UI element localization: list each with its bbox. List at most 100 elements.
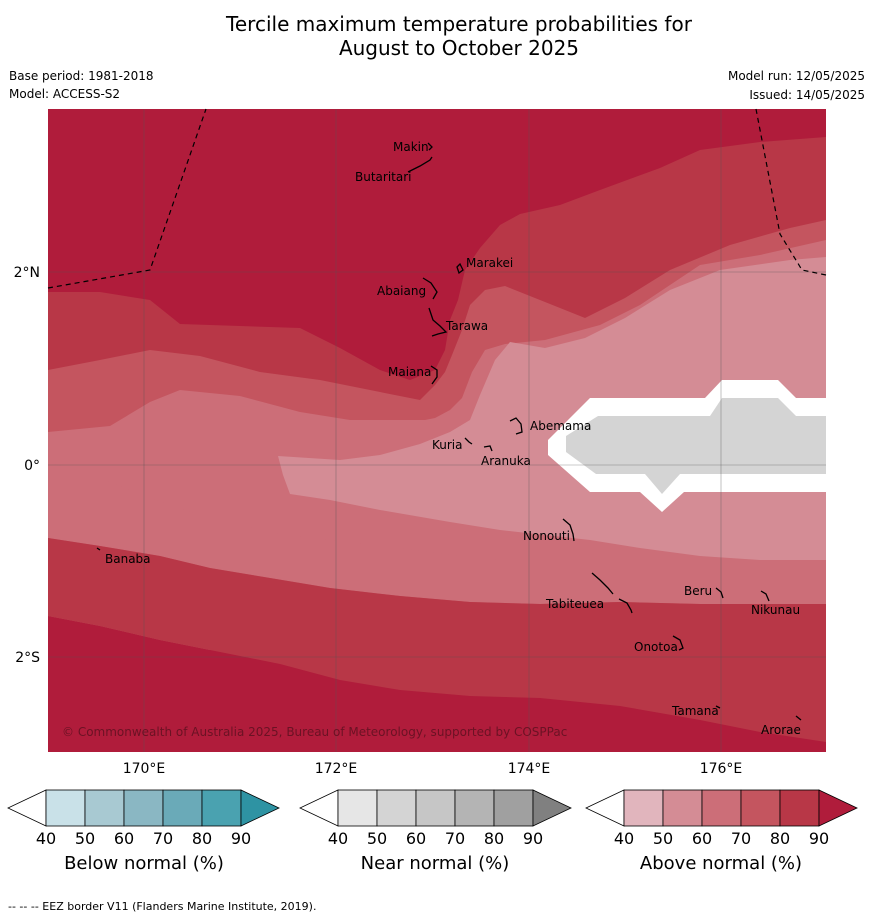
lon-label: 176°E: [700, 761, 743, 777]
colorbar-extend-low: [585, 789, 625, 827]
colorbar-segment: [123, 789, 164, 827]
island-nikunau: [760, 590, 770, 602]
colorbar-extend-low: [299, 789, 339, 827]
lower-band-above-80-real: [48, 616, 826, 752]
eez-footnote: -- -- -- EEZ border V11 (Flanders Marine…: [8, 900, 317, 913]
colorbar-0: 40 50 60 70 80 90: [7, 789, 280, 848]
forecast-map: Makin Butaritari Marakei Abaiang Tarawa Maian…: [7, 108, 858, 848]
colorbar-extend-high: [818, 789, 858, 827]
lat-label: 2°N: [14, 265, 40, 281]
island-label-marakei: Marakei: [466, 256, 513, 270]
title: Tercile maximum temperature probabilitie…: [0, 12, 873, 60]
colorbar-extend-high: [240, 789, 280, 827]
colorbar-tick: 40: [614, 829, 634, 848]
island-outlines: [96, 142, 802, 721]
lon-label: 174°E: [508, 761, 551, 777]
island-abemama: [509, 417, 523, 435]
colorbar-segment: [779, 789, 820, 827]
model-name: Model: ACCESS-S2: [9, 87, 121, 101]
island-kuria: [464, 437, 473, 445]
colorbar-segment: [493, 789, 534, 827]
island-tabiteuea-south: [618, 598, 633, 614]
lon-label: 170°E: [123, 761, 166, 777]
island-label-onotoa: Onotoa: [634, 640, 678, 654]
lat-label: 2°S: [15, 650, 40, 666]
island-label-aranuka: Aranuka: [481, 454, 531, 468]
colorbar-tick: 70: [445, 829, 465, 848]
colorbar-tick: 50: [367, 829, 387, 848]
island-label-beru: Beru: [684, 584, 712, 598]
island-label-arorae: Arorae: [761, 723, 801, 737]
colorbar-tick: 70: [731, 829, 751, 848]
colorbar-1: 40 50 60 70 80 90: [299, 789, 572, 848]
lat-label: 0°: [24, 458, 40, 474]
title-line-2: August to October 2025: [338, 36, 580, 60]
island-tamana: [715, 705, 721, 709]
island-label-butaritari: Butaritari: [355, 170, 412, 184]
colorbar-extend-low: [7, 789, 47, 827]
island-makin: [427, 142, 433, 151]
zone-near-50: [566, 398, 826, 494]
lat-labels: 2°N 0° 2°S: [14, 265, 41, 666]
island-label-abemama: Abemama: [530, 419, 591, 433]
colorbar-tick: 50: [653, 829, 673, 848]
colorbar-segment: [454, 789, 495, 827]
island-tarawa: [428, 307, 448, 337]
colorbar-segment: [162, 789, 203, 827]
colorbar-label-above: Above normal (%): [639, 853, 803, 874]
colorbar-extend-high: [532, 789, 572, 827]
island-label-maiana: Maiana: [388, 365, 431, 379]
island-nonouti: [562, 518, 575, 542]
colorbar-segment: [701, 789, 742, 827]
lon-label: 172°E: [315, 761, 358, 777]
island-tabiteuea-north: [591, 572, 614, 595]
colorbar-segment: [662, 789, 703, 827]
colorbar-segment: [623, 789, 664, 827]
island-label-makin: Makin: [393, 140, 429, 154]
colorbar-tick: 40: [328, 829, 348, 848]
colorbar-tick: 80: [770, 829, 790, 848]
colorbar-tick: 60: [114, 829, 134, 848]
island-beru: [715, 587, 724, 599]
island-onotoa: [672, 635, 684, 651]
probability-field: [48, 109, 826, 752]
island-label-nonouti: Nonouti: [523, 529, 570, 543]
issued-date: Issued: 14/05/2025: [749, 88, 865, 102]
colorbar-segment: [415, 789, 456, 827]
colorbar-tick: 50: [75, 829, 95, 848]
eez-border: [47, 108, 827, 289]
colorbar-tick: 60: [692, 829, 712, 848]
title-line-1: Tercile maximum temperature probabilitie…: [226, 12, 692, 36]
island-label-nikunau: Nikunau: [751, 603, 800, 617]
island-butaritari: [407, 156, 433, 173]
island-marakei: [456, 262, 464, 275]
colorbar-tick: 60: [406, 829, 426, 848]
island-label-abaiang: Abaiang: [377, 284, 426, 298]
island-banaba: [96, 547, 101, 551]
lower-band-above-80-between: [48, 538, 826, 742]
copyright: © Commonwealth of Australia 2025, Bureau…: [62, 725, 567, 739]
colorbar-tick: 70: [153, 829, 173, 848]
lower-band-above-60: [48, 462, 826, 606]
colorbar-2: 40 50 60 70 80 90: [585, 789, 858, 848]
island-label-banaba: Banaba: [105, 552, 151, 566]
colorbar-tick: 90: [231, 829, 251, 848]
island-aranuka: [483, 445, 493, 452]
colorbar-label-below: Below normal (%): [64, 853, 224, 874]
base-period: Base period: 1981-2018: [9, 69, 154, 83]
island-label-tabiteuea: Tabiteuea: [545, 597, 604, 611]
colorbar-segment: [45, 789, 86, 827]
island-label-tarawa: Tarawa: [445, 319, 488, 333]
colorbar-segment: [201, 789, 242, 827]
colorbar-tick: 40: [36, 829, 56, 848]
colorbar-tick: 80: [484, 829, 504, 848]
colorbar-segment: [376, 789, 417, 827]
colorbar-segment: [740, 789, 781, 827]
island-arorae: [795, 715, 802, 721]
colorbar-segment: [84, 789, 125, 827]
colorbar-tick: 80: [192, 829, 212, 848]
island-maiana: [430, 365, 438, 385]
model-run: Model run: 12/05/2025: [727, 69, 865, 83]
colorbar-label-near: Near normal (%): [360, 853, 510, 874]
colorbars: 40 50 60 70 80 90 40 50 60 70 80 90 40 50 60 70 80 90: [7, 789, 858, 848]
